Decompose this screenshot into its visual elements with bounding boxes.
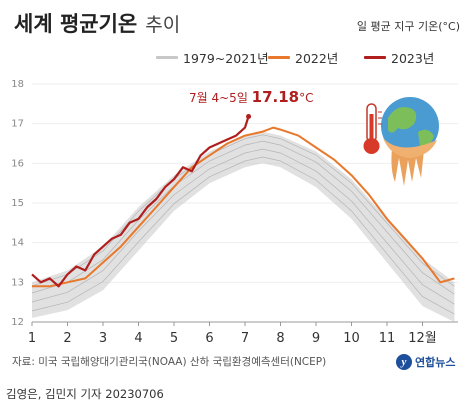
- line-2022: [32, 126, 455, 288]
- legend-item-2022: 2022년: [268, 48, 338, 67]
- legend-swatch-range: [156, 56, 178, 59]
- y-tick-label: 18: [11, 79, 24, 90]
- x-tick-label: 12월: [408, 331, 437, 346]
- legend-item-2023: 2023년: [364, 48, 434, 67]
- legend-label-2022: 2022년: [295, 51, 339, 66]
- subtitle-text: 추이: [145, 14, 181, 36]
- x-tick-label: 10: [343, 331, 360, 346]
- y-tick-label: 13: [11, 277, 24, 288]
- source-note: 자료: 미국 국립해양대기관리국(NOAA) 산하 국립환경예측센터(NCEP): [12, 356, 327, 368]
- x-tick-label: 3: [99, 331, 107, 346]
- unit-note: 일 평균 지구 기온(°C): [356, 20, 460, 33]
- x-tick-label: 2: [63, 331, 71, 346]
- thermometer-icon: [363, 103, 382, 154]
- band-1979-2021: [32, 131, 455, 322]
- credit-line: 김영은, 김민지 기자 20230706: [6, 387, 164, 401]
- title-text: 세계 평균기온: [14, 12, 138, 36]
- melting-earth-illustration: [363, 97, 439, 186]
- earth-icon: [381, 97, 439, 186]
- yonhap-logo: y 연합뉴스: [396, 354, 455, 370]
- line-1979-2021: [31, 134, 455, 287]
- peak-annotation: 7월 4~5일 17.18°C: [189, 88, 314, 106]
- x-tick-label: 7: [241, 331, 249, 346]
- y-tick-label: 15: [11, 198, 24, 209]
- legend-swatch-2022: [268, 56, 290, 59]
- x-tick-label: 11: [379, 331, 396, 346]
- y-tick-label: 16: [11, 158, 24, 169]
- peak-date: 7월 4~5일: [189, 91, 252, 105]
- x-tick-label: 5: [170, 331, 178, 346]
- x-tick-label: 4: [134, 331, 142, 346]
- x-tick-label: 9: [312, 331, 320, 346]
- y-tick-label: 12: [11, 317, 24, 328]
- x-tick-label: 1: [28, 331, 36, 346]
- line-1979-2021: [31, 140, 455, 295]
- x-tick-label: 8: [276, 331, 284, 346]
- legend-item-range: 1979~2021년: [156, 48, 269, 67]
- yonhap-logo-mark: y: [396, 354, 412, 370]
- legend-swatch-2023: [364, 56, 386, 59]
- line-1979-2021: [31, 156, 455, 315]
- peak-unit: °C: [299, 91, 313, 105]
- yonhap-logo-text: 연합뉴스: [415, 356, 456, 369]
- peak-value: 17.18: [252, 88, 299, 106]
- peak-marker: [246, 114, 252, 120]
- line-2023: [31, 116, 250, 288]
- y-tick-label: 14: [11, 238, 24, 249]
- x-tick-label: 6: [205, 331, 213, 346]
- line-1979-2021: [31, 148, 455, 305]
- chart-title: 세계 평균기온 추이: [14, 8, 180, 38]
- legend-label-range: 1979~2021년: [183, 51, 269, 66]
- y-tick-label: 17: [11, 119, 24, 130]
- legend: 1979~2021년 2022년 2023년: [0, 48, 474, 72]
- legend-label-2023: 2023년: [391, 51, 435, 66]
